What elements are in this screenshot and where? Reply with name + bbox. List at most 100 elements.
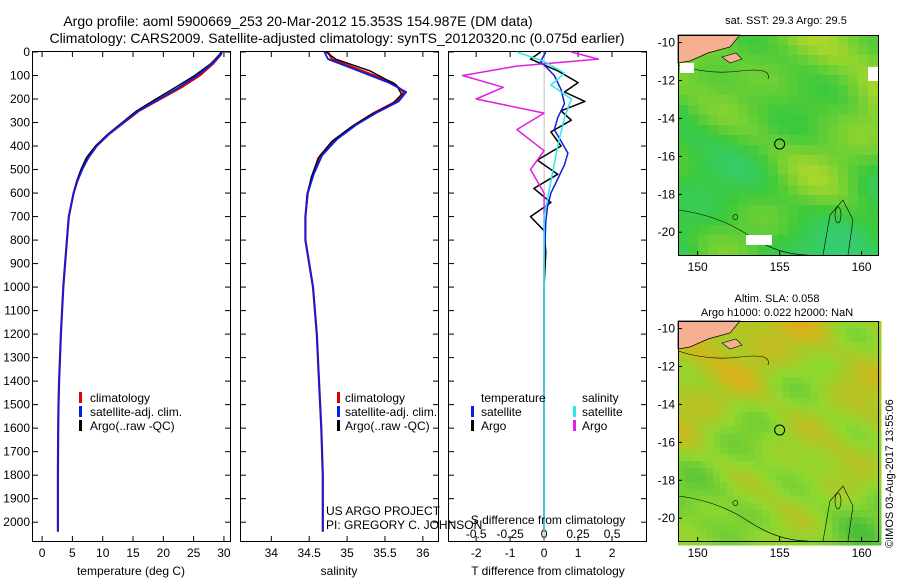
s-satellite-diff-line [516, 51, 573, 532]
map-cell [818, 363, 826, 371]
map-cell [858, 135, 869, 146]
map-cell [825, 419, 833, 427]
map-cell [741, 447, 749, 455]
map-cell [720, 496, 728, 504]
map-cell [758, 205, 769, 216]
map-cell [860, 405, 868, 413]
map-cell [741, 335, 749, 343]
map-cell [838, 55, 849, 66]
map-cell [798, 135, 809, 146]
map-cell [874, 412, 882, 420]
map-cell [713, 489, 721, 497]
map-cell [804, 384, 812, 392]
map-cell [797, 524, 805, 532]
map-cell [797, 468, 805, 476]
y-tick-label: 1600 [3, 421, 30, 435]
map-cell [867, 426, 875, 434]
x-tick-label: 20 [157, 546, 171, 560]
map-cell [788, 95, 799, 106]
map-cell [868, 125, 879, 136]
map-cell [838, 115, 849, 126]
map-cell [741, 349, 749, 357]
map-cell [706, 461, 714, 469]
map-cell [858, 45, 869, 56]
legend-label-t-argo: Argo [481, 419, 507, 433]
legend-swatch-t-satellite [471, 406, 474, 417]
map-cell [748, 135, 759, 146]
map-cell [720, 454, 728, 462]
map-cell [734, 398, 742, 406]
map-cell [741, 461, 749, 469]
map-cell [797, 447, 805, 455]
map-cell [762, 489, 770, 497]
map-cell [818, 349, 826, 357]
map-cell [698, 225, 709, 236]
map-cell [783, 482, 791, 490]
map-cell [811, 405, 819, 413]
map-cell [738, 105, 749, 116]
map-cell [818, 115, 829, 126]
map-cell [755, 482, 763, 490]
map-cell [685, 440, 693, 448]
map-cell [776, 328, 784, 336]
x-tick-label: 34.5 [298, 546, 322, 560]
map-cell [858, 105, 869, 116]
map-cell [685, 377, 693, 385]
map-cell [867, 468, 875, 476]
map-cell [678, 405, 686, 413]
map-cell [778, 125, 789, 136]
map-cell [778, 55, 789, 66]
map-cell [790, 349, 798, 357]
map-cell [758, 95, 769, 106]
map-cell [685, 475, 693, 483]
map-cell [874, 426, 882, 434]
legend-title-temperature: temperature [481, 391, 546, 405]
map-cell [762, 531, 770, 539]
map-cell [860, 461, 868, 469]
map-cell [688, 55, 699, 66]
map-cell [804, 510, 812, 518]
map-cell [860, 489, 868, 497]
map-cell [708, 215, 719, 226]
bathymetry-contour [677, 495, 809, 542]
map-cell [748, 55, 759, 66]
map-cell [727, 370, 735, 378]
map-cell [748, 496, 756, 504]
map-cell [804, 503, 812, 511]
map-cell [706, 384, 714, 392]
map-cell [692, 517, 700, 525]
map-cell [692, 349, 700, 357]
map-cell [741, 468, 749, 476]
map-cell [860, 440, 868, 448]
map-cell [755, 370, 763, 378]
map-cell [755, 447, 763, 455]
map-cell [832, 335, 840, 343]
map-cell [848, 165, 859, 176]
map-cell [762, 398, 770, 406]
map-cell [748, 426, 756, 434]
map-cell [832, 496, 840, 504]
map-cell [798, 245, 809, 256]
us-argo-project-text: US ARGO PROJECT [326, 504, 441, 518]
map-cell [728, 45, 739, 56]
map-cell [790, 335, 798, 343]
map-cell [867, 440, 875, 448]
map-cell [811, 349, 819, 357]
legend-title-salinity: salinity [582, 391, 619, 405]
map-cell [783, 468, 791, 476]
legend-swatch-climatology [337, 392, 340, 403]
map-cell [860, 510, 868, 518]
map-cell [828, 215, 839, 226]
map-cell [706, 370, 714, 378]
figure-title-line2: Climatology: CARS2009. Satellite-adjuste… [49, 30, 624, 46]
map-cell [846, 328, 854, 336]
map-cell [853, 433, 861, 441]
map-cell [848, 205, 859, 216]
map-cell [748, 461, 756, 469]
map-cell [818, 342, 826, 350]
map-cell [727, 447, 735, 455]
map-cell [860, 496, 868, 504]
map-cell [825, 398, 833, 406]
map-cell [748, 419, 756, 427]
map-cell [839, 335, 847, 343]
